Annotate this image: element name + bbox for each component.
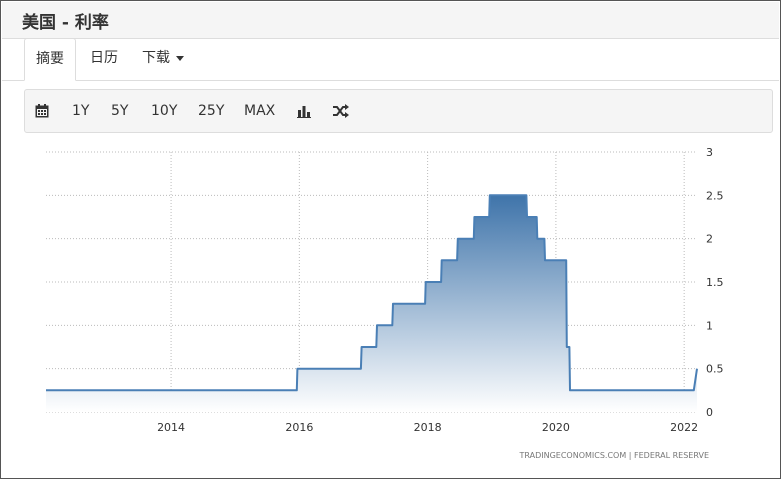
tab-bar: 摘要 日历 下载 [2,38,779,81]
x-tick-label: 2016 [285,421,313,434]
x-tick-label: 2014 [157,421,185,434]
tab-download[interactable]: 下载 [142,38,184,79]
range-10y-button[interactable]: 10Y [151,103,178,119]
series-area [46,195,697,412]
tab-calendar-label: 日历 [90,50,118,66]
source-credit: TRADINGECONOMICS.COM | FEDERAL RESERVE [518,451,709,460]
interest-rate-chart: 0 0.5 1 1.5 2 2.5 3 2014 2016 2018 2020 2022 TRADIN… [46,146,724,460]
x-tick-label: 2022 [670,421,698,434]
y-tick-label: 0.5 [706,363,724,376]
calendar-icon[interactable] [35,90,49,132]
tab-calendar[interactable]: 日历 [90,38,118,79]
y-tick-label: 0 [706,406,713,419]
range-25y-button[interactable]: 25Y [198,103,225,119]
page-title: 美国 - 利率 [22,13,109,33]
range-max-button[interactable]: MAX [244,103,276,119]
range-5y-button[interactable]: 5Y [111,103,129,119]
x-tick-label: 2020 [542,421,570,434]
range-1y-button[interactable]: 1Y [72,103,90,119]
y-tick-label: 1.5 [706,276,724,289]
shuffle-icon[interactable] [333,90,349,132]
tab-download-label: 下载 [142,50,170,66]
tab-summary[interactable]: 摘要 [24,38,76,81]
y-tick-label: 1 [706,319,713,332]
y-tick-label: 3 [706,146,713,159]
x-tick-label: 2018 [414,421,442,434]
y-tick-label: 2 [706,233,713,246]
series-line [46,194,698,392]
tab-summary-label: 摘要 [36,51,64,67]
chart-toolbar: 1Y 5Y 10Y 25Y MAX [24,89,773,133]
chevron-down-icon [176,55,184,61]
bar-chart-icon[interactable] [297,90,311,132]
chart-area: 0 0.5 1 1.5 2 2.5 3 2014 2016 2018 2020 2022 TRADIN… [24,132,771,467]
page-header: 美国 - 利率 [2,2,779,39]
y-tick-label: 2.5 [706,189,724,202]
